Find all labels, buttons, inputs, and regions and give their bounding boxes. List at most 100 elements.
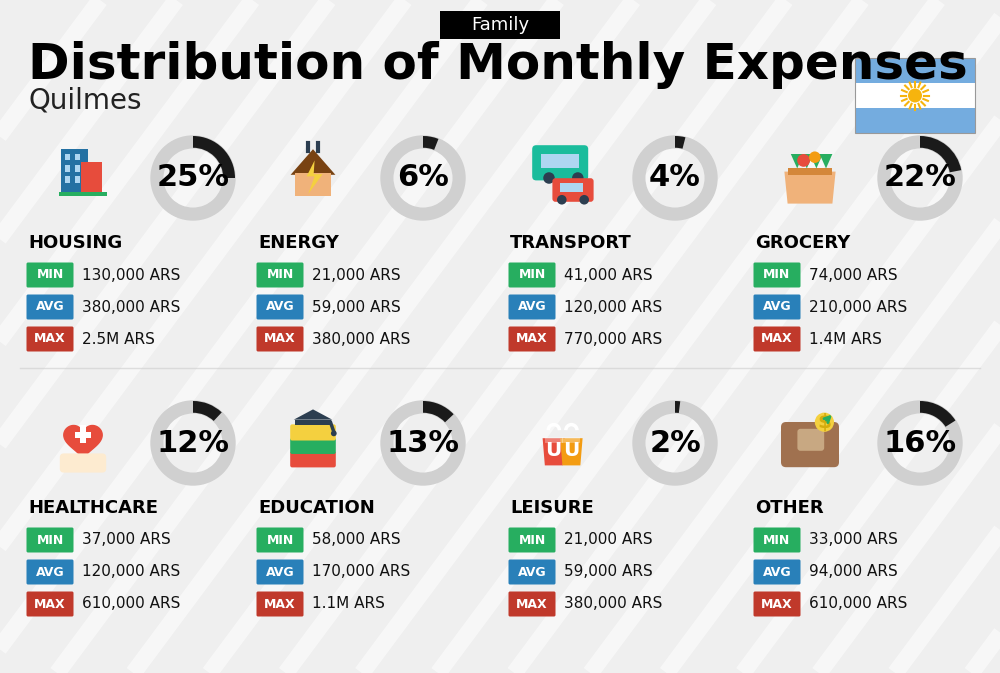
Text: MAX: MAX: [761, 332, 793, 345]
FancyBboxPatch shape: [754, 262, 800, 287]
Bar: [295, 173, 331, 196]
Text: MIN: MIN: [763, 269, 791, 281]
Text: AVG: AVG: [518, 565, 546, 579]
Bar: [788, 168, 832, 175]
Polygon shape: [560, 438, 583, 466]
FancyBboxPatch shape: [509, 295, 556, 320]
Text: MAX: MAX: [761, 598, 793, 610]
Text: Distribution of Monthly Expenses: Distribution of Monthly Expenses: [28, 41, 968, 89]
FancyBboxPatch shape: [26, 262, 74, 287]
FancyBboxPatch shape: [256, 295, 304, 320]
Text: 37,000 ARS: 37,000 ARS: [82, 532, 171, 548]
FancyBboxPatch shape: [781, 422, 839, 467]
FancyBboxPatch shape: [256, 528, 304, 553]
FancyBboxPatch shape: [26, 295, 74, 320]
Circle shape: [543, 172, 555, 184]
Polygon shape: [294, 409, 332, 420]
Polygon shape: [307, 160, 323, 194]
Text: AVG: AVG: [763, 301, 791, 314]
Text: U: U: [546, 441, 562, 460]
Text: 380,000 ARS: 380,000 ARS: [312, 332, 410, 347]
Text: LEISURE: LEISURE: [510, 499, 594, 517]
Polygon shape: [291, 149, 335, 175]
FancyBboxPatch shape: [26, 592, 74, 616]
Polygon shape: [543, 438, 565, 466]
Bar: [562, 437, 580, 443]
Text: $: $: [817, 413, 831, 431]
Bar: [65, 176, 70, 183]
Text: EDUCATION: EDUCATION: [258, 499, 375, 517]
Text: 380,000 ARS: 380,000 ARS: [82, 299, 180, 314]
FancyBboxPatch shape: [754, 559, 800, 584]
Text: AVG: AVG: [518, 301, 546, 314]
Circle shape: [815, 413, 834, 432]
Text: TRANSPORT: TRANSPORT: [510, 234, 632, 252]
FancyBboxPatch shape: [509, 326, 556, 351]
Text: 21,000 ARS: 21,000 ARS: [312, 267, 401, 283]
Text: 21,000 ARS: 21,000 ARS: [564, 532, 653, 548]
Text: MIN: MIN: [36, 269, 64, 281]
Text: 2.5M ARS: 2.5M ARS: [82, 332, 155, 347]
Circle shape: [557, 195, 567, 205]
Bar: [65, 165, 70, 172]
Polygon shape: [784, 172, 836, 204]
Wedge shape: [920, 136, 961, 172]
Text: 22%: 22%: [884, 164, 956, 192]
Circle shape: [797, 154, 810, 167]
Bar: [61, 149, 88, 194]
Text: 4%: 4%: [649, 164, 701, 192]
Text: 2%: 2%: [649, 429, 701, 458]
Wedge shape: [920, 401, 955, 427]
Text: AVG: AVG: [763, 565, 791, 579]
Text: AVG: AVG: [266, 301, 294, 314]
Text: MIN: MIN: [36, 534, 64, 546]
Wedge shape: [423, 136, 438, 150]
Text: MIN: MIN: [518, 269, 546, 281]
Text: Quilmes: Quilmes: [28, 87, 142, 115]
FancyBboxPatch shape: [290, 451, 336, 468]
Text: AVG: AVG: [36, 301, 64, 314]
Text: 1.4M ARS: 1.4M ARS: [809, 332, 882, 347]
Text: MAX: MAX: [34, 598, 66, 610]
Bar: [855, 108, 975, 133]
Text: 16%: 16%: [883, 429, 957, 458]
Bar: [541, 154, 579, 168]
Text: 120,000 ARS: 120,000 ARS: [564, 299, 662, 314]
Text: 170,000 ARS: 170,000 ARS: [312, 565, 410, 579]
Text: U: U: [563, 441, 580, 460]
FancyBboxPatch shape: [256, 559, 304, 584]
Bar: [75, 165, 80, 172]
Bar: [560, 183, 583, 192]
Circle shape: [572, 172, 584, 184]
Text: 59,000 ARS: 59,000 ARS: [312, 299, 401, 314]
Text: 58,000 ARS: 58,000 ARS: [312, 532, 401, 548]
Bar: [80, 425, 86, 443]
Bar: [440, 11, 560, 39]
FancyBboxPatch shape: [256, 262, 304, 287]
FancyBboxPatch shape: [26, 528, 74, 553]
FancyBboxPatch shape: [290, 425, 336, 441]
Polygon shape: [810, 154, 823, 168]
Text: 130,000 ARS: 130,000 ARS: [82, 267, 180, 283]
Bar: [75, 432, 91, 438]
Polygon shape: [64, 425, 102, 460]
FancyBboxPatch shape: [754, 295, 800, 320]
Text: 380,000 ARS: 380,000 ARS: [564, 596, 662, 612]
FancyBboxPatch shape: [26, 559, 74, 584]
Bar: [65, 154, 70, 160]
Text: GROCERY: GROCERY: [755, 234, 850, 252]
Text: MIN: MIN: [518, 534, 546, 546]
Text: 610,000 ARS: 610,000 ARS: [82, 596, 180, 612]
Circle shape: [579, 195, 589, 205]
FancyBboxPatch shape: [509, 559, 556, 584]
Bar: [545, 437, 563, 443]
Bar: [295, 420, 331, 425]
Bar: [75, 176, 80, 183]
Text: 25%: 25%: [156, 164, 230, 192]
FancyBboxPatch shape: [26, 326, 74, 351]
FancyBboxPatch shape: [60, 454, 106, 472]
FancyBboxPatch shape: [509, 528, 556, 553]
Wedge shape: [675, 401, 680, 413]
Text: Family: Family: [471, 16, 529, 34]
FancyBboxPatch shape: [552, 178, 594, 202]
